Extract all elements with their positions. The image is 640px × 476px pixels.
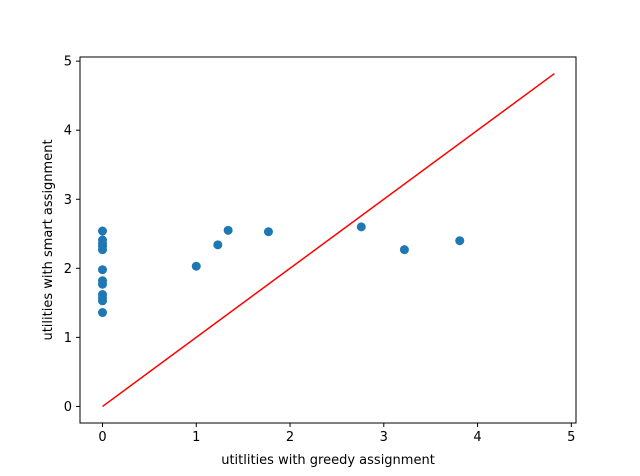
data-point bbox=[191, 261, 201, 271]
y-axis-label: utilities with smart assignment bbox=[41, 139, 56, 340]
y-tick-label: 4 bbox=[64, 124, 72, 139]
reference-line bbox=[102, 72, 555, 408]
data-point bbox=[98, 226, 108, 236]
y-tick-label: 1 bbox=[64, 331, 72, 346]
data-point bbox=[98, 296, 108, 306]
data-point bbox=[98, 308, 108, 318]
data-point bbox=[356, 222, 366, 232]
data-point bbox=[399, 245, 409, 255]
y-tick-label: 0 bbox=[64, 400, 72, 415]
x-tick-label: 4 bbox=[473, 430, 481, 445]
data-point bbox=[98, 265, 108, 275]
x-axis-label: utitlities with greedy assignment bbox=[221, 453, 435, 468]
x-tick-label: 3 bbox=[380, 430, 388, 445]
x-tick-label: 0 bbox=[98, 430, 106, 445]
x-tick-label: 1 bbox=[192, 430, 200, 445]
plot-frame bbox=[79, 56, 577, 424]
data-point bbox=[455, 236, 465, 246]
y-tick-label: 3 bbox=[64, 193, 72, 208]
data-point bbox=[98, 279, 108, 289]
data-point bbox=[263, 227, 273, 237]
y-tick-label: 2 bbox=[64, 262, 72, 277]
x-tick-label: 5 bbox=[567, 430, 575, 445]
data-point bbox=[223, 225, 233, 235]
data-point bbox=[98, 245, 108, 255]
data-point bbox=[213, 240, 223, 250]
x-tick-label: 2 bbox=[286, 430, 294, 445]
y-tick-label: 5 bbox=[64, 55, 72, 70]
